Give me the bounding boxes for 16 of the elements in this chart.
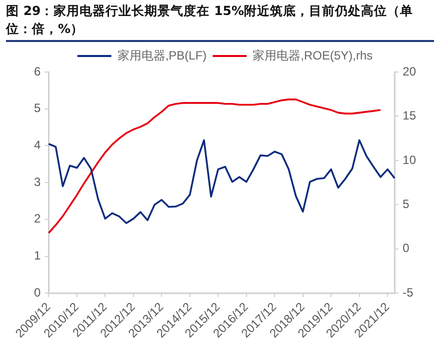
chart-title: 图 29：家用电器行业长期景气度在 15%附近筑底，目前仍处高位（单位：倍，%） — [6, 2, 434, 42]
y-tick-label: 0 — [34, 285, 41, 300]
y-tick-label: 6 — [34, 64, 41, 78]
legend-label: 家用电器,PB(LF) — [117, 48, 207, 62]
y-tick-label: 5 — [34, 101, 41, 116]
y2-tick-label: 10 — [402, 152, 416, 167]
y-tick-label: 3 — [34, 174, 41, 189]
y-tick-label: 4 — [34, 138, 41, 152]
y2-tick-label: -5 — [402, 285, 414, 300]
legend-label: 家用电器,ROE(5Y),rhs — [252, 48, 373, 62]
y2-tick-label: 15 — [402, 108, 416, 123]
y2-tick-label: 20 — [402, 64, 416, 78]
y2-tick-label: 0 — [402, 241, 410, 256]
y-tick-label: 2 — [34, 212, 41, 226]
y2-tick-label: 5 — [402, 197, 410, 211]
y-tick-label: 1 — [34, 248, 41, 263]
